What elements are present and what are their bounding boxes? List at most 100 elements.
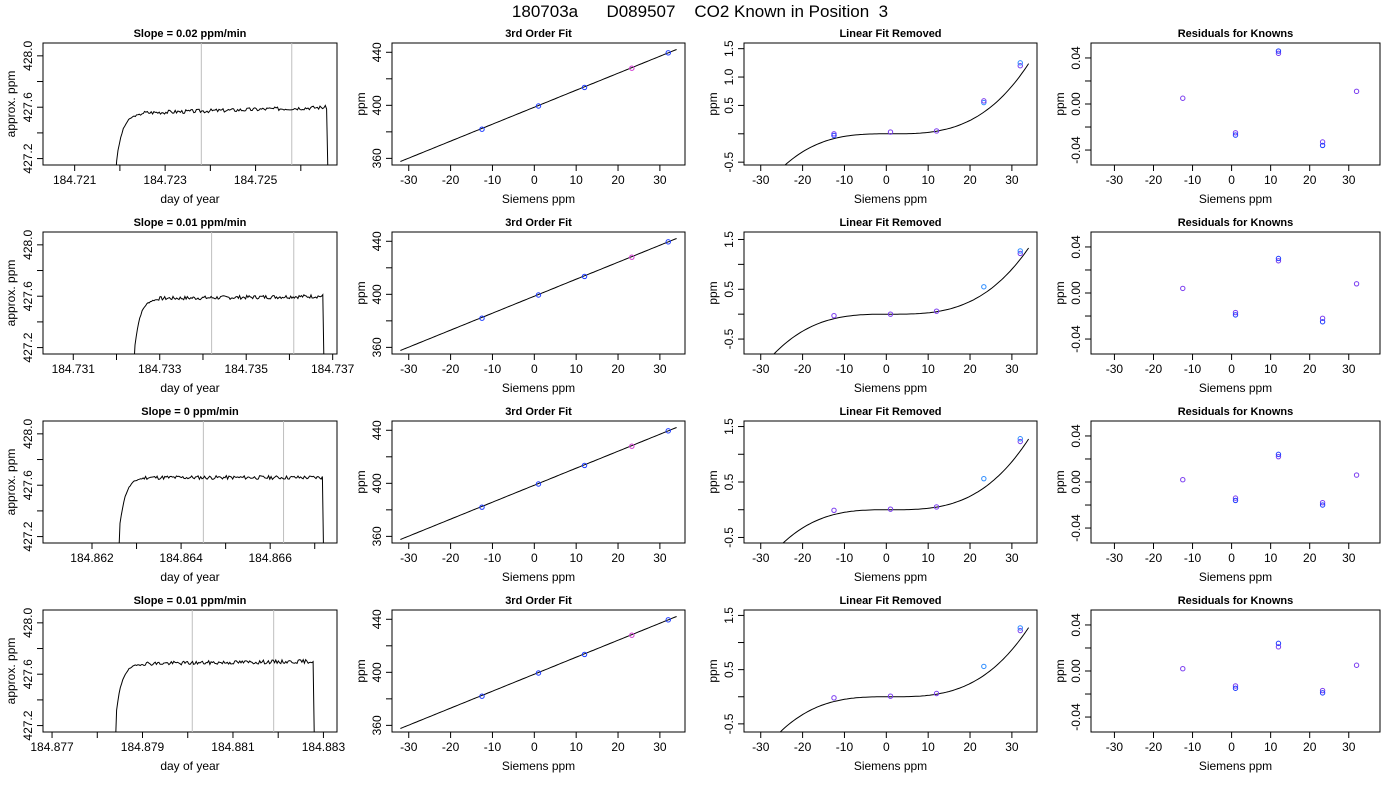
x-tick-label: 10 [569,740,583,754]
y-tick-label: 427.2 [21,521,35,551]
y-tick-label: -0.04 [1069,703,1083,731]
x-tick-label: 0 [1228,551,1235,565]
panel-title: Linear Fit Removed [839,595,941,607]
plot-area [400,427,677,540]
plot-frame [743,231,1038,355]
chart-panel-3: Linear Fit Removed -30 -20 -10 0 10 20 30 -0.5 0.… [706,28,1038,206]
plot-area [400,49,677,162]
plot-frame [391,42,686,166]
chart-panel-13: Slope = 0.01 ppm/min 184.877 184.879 184.88… [4,595,345,773]
chart-panel-12: Residuals for Knowns -30 -20 -10 0 10 20 30 -0.0… [1053,406,1381,584]
data-point [1232,685,1239,691]
data-point [887,506,894,512]
data-point [665,239,671,245]
y-tick-label: 1.5 [722,607,736,624]
data-point [1353,472,1360,478]
data-point [1232,132,1239,138]
chart-panel-10: 3rd Order Fit -30 -20 -10 0 10 20 30 360 400 440 Si… [354,406,686,584]
y-tick-label: 1.5 [722,231,736,248]
x-tick-label: 30 [653,173,667,187]
x-tick-label: 184.731 [52,362,96,376]
data-point [1275,258,1282,264]
y-axis-label: ppm [354,470,368,493]
x-axis-label: Siemens ppm [854,381,927,395]
data-point [1180,476,1186,483]
data-point [665,617,671,623]
plot-area [779,625,1030,732]
plot-area [115,43,329,165]
y-tick-label: -0.5 [722,152,736,173]
y-tick-label: -0.04 [1069,136,1083,164]
x-axis-label: day of year [160,759,219,773]
x-tick-label: -20 [794,362,812,376]
fit-curve [779,627,1030,732]
x-tick-label: 10 [569,173,583,187]
y-axis-label: ppm [1053,92,1067,115]
x-tick-label: 20 [611,362,625,376]
plot-area [400,616,677,729]
y-tick-label: 400 [370,284,384,304]
y-axis-label: ppm [354,659,368,682]
data-point [1275,451,1282,458]
x-tick-label: 10 [1264,173,1278,187]
x-tick-label: 10 [1264,362,1278,376]
x-tick-label: 10 [921,173,935,187]
plot-frame [743,420,1038,544]
y-tick-label: -0.04 [1069,514,1083,542]
data-point [479,315,485,321]
x-tick-label: 0 [1228,173,1235,187]
x-tick-label: 184.721 [53,173,97,187]
chart-panel-6: 3rd Order Fit -30 -20 -10 0 10 20 30 360 400 440 Si… [354,217,686,395]
x-tick-label: 30 [1005,173,1019,187]
x-tick-label: -20 [1145,362,1163,376]
y-axis-label: ppm [354,281,368,304]
data-point [629,632,635,638]
panel-title: 3rd Order Fit [505,217,572,229]
chart-panel-5: Slope = 0.01 ppm/min 184.731 184.733 184.73… [4,217,355,395]
y-axis-label: ppm [1053,659,1067,682]
y-tick-label: 0.04 [1069,46,1083,70]
x-tick-label: 30 [1005,740,1019,754]
x-tick-label: 20 [611,740,625,754]
data-point [479,504,485,510]
data-point [933,308,940,314]
y-tick-label: -0.5 [722,713,736,734]
x-axis-label: Siemens ppm [502,570,575,584]
chart-panel-2: 3rd Order Fit -30 -20 -10 0 10 20 30 360 400 440 Si… [354,28,686,206]
x-tick-label: -30 [752,551,770,565]
panel-title: Linear Fit Removed [839,28,941,40]
x-tick-label: -30 [1106,551,1124,565]
plot-area [773,247,1030,354]
x-tick-label: 184.877 [30,740,74,754]
data-point [535,670,542,676]
data-point [629,254,635,260]
x-tick-label: -30 [400,173,418,187]
data-point [831,695,837,701]
x-tick-label: 20 [1303,173,1317,187]
chart-panel-16: Residuals for Knowns -30 -20 -10 0 10 20 30 -0.0… [1053,595,1381,773]
x-tick-label: 0 [883,173,890,187]
data-point [1017,438,1023,445]
y-tick-label: -0.5 [722,527,736,548]
y-tick-label: 427.2 [21,143,35,173]
panel-title: Linear Fit Removed [839,406,941,418]
plot-area [1180,48,1360,149]
plot-frame [1090,420,1381,544]
data-point [1319,142,1326,149]
y-tick-label: 440 [370,42,384,62]
x-tick-label: -10 [836,740,854,754]
x-tick-label: 184.862 [70,551,114,565]
panel-title: Residuals for Knowns [1178,217,1294,229]
y-tick-label: 400 [370,662,384,682]
plot-frame [391,609,686,733]
x-tick-label: -20 [794,551,812,565]
x-tick-label: 30 [653,551,667,565]
y-tick-label: 427.6 [21,92,35,122]
data-point [933,690,940,697]
data-point [1180,285,1186,292]
x-axis-label: Siemens ppm [502,192,575,206]
data-point [1017,60,1023,66]
y-tick-label: 440 [370,420,384,440]
x-tick-label: 0 [1228,740,1235,754]
